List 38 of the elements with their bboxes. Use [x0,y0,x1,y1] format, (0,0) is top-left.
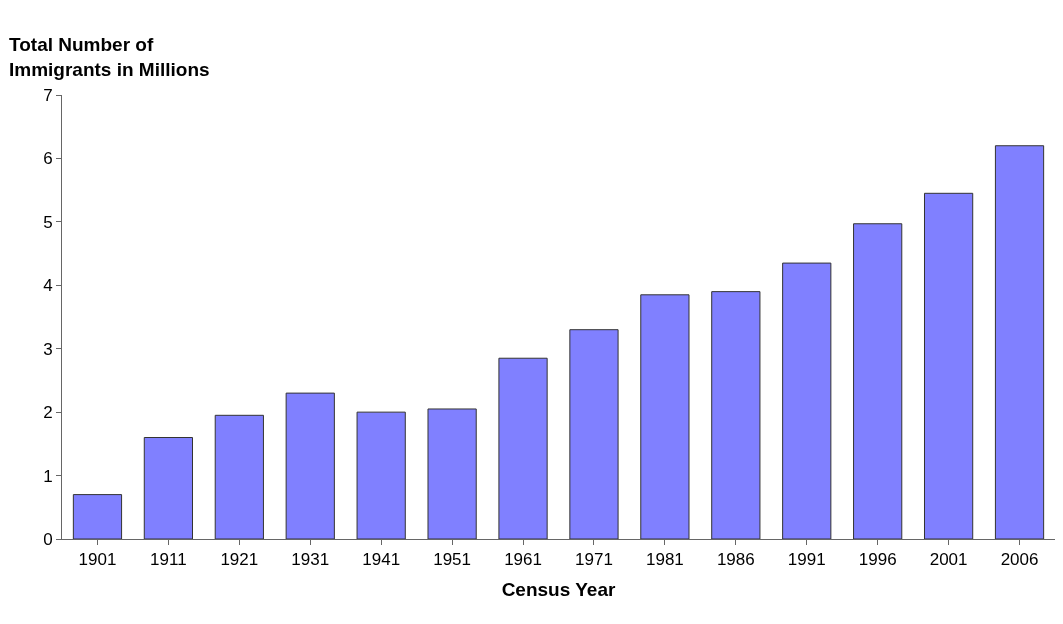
x-tick-label: 1931 [291,550,330,570]
x-tick-label: 2001 [929,550,968,570]
x-tick-label: 2006 [1000,550,1039,570]
bar [498,357,548,539]
y-tick-label: 1 [43,466,53,486]
bar [782,262,832,539]
y-tick-label: 0 [43,529,53,549]
x-tick-label: 1921 [220,550,259,570]
x-tick-label: 1961 [504,550,542,570]
x-tick-label: 1911 [150,550,187,570]
x-tick-label: 1951 [433,550,472,570]
x-tick-label: 1996 [858,550,897,570]
bar [569,329,619,539]
bar [356,411,406,539]
bar [994,145,1045,539]
x-tick-label: 1981 [645,550,684,570]
y-tick-label: 4 [43,276,53,296]
bar [143,437,194,539]
y-tick-label: 5 [43,212,53,232]
x-tick-label: 1991 [787,550,826,570]
x-tick-label: 1941 [362,550,401,570]
y-tick-label: 3 [43,339,53,359]
bar [72,494,123,539]
bar [640,294,690,539]
bar [923,192,974,539]
x-tick-label: 1986 [716,550,755,570]
x-axis-title: Census Year [501,579,616,601]
y-tick-label: 7 [43,85,53,105]
y-tick-label: 2 [43,403,53,423]
x-tick-label: 1901 [78,550,117,570]
bar [853,223,903,539]
bar [285,392,335,539]
bar [427,408,477,539]
bar [711,291,761,539]
x-tick-label: 1971 [575,550,613,570]
y-tick-label: 6 [43,149,53,169]
bar [214,414,264,539]
y-axis-title: Total Number of Immigrants in Millions [9,34,210,80]
